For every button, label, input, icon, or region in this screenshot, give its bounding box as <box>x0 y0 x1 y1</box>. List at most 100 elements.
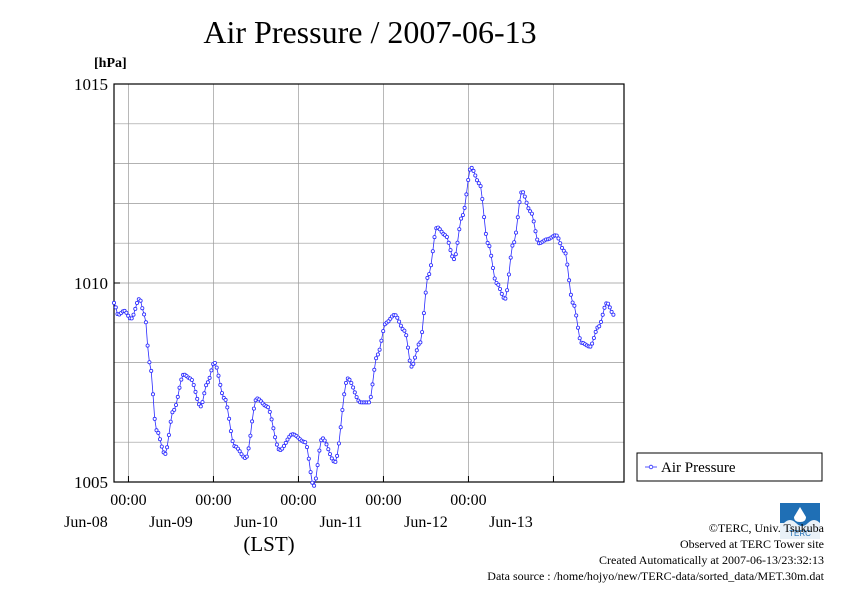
data-point <box>133 306 138 311</box>
data-point <box>405 345 410 350</box>
data-point <box>372 367 377 372</box>
data-point <box>423 290 428 295</box>
data-point <box>230 439 235 444</box>
data-point <box>588 344 593 349</box>
data-point <box>412 355 417 360</box>
data-point <box>577 336 582 341</box>
data-point <box>521 190 526 195</box>
x-tick-time-label: 00:00 <box>450 492 486 509</box>
data-point <box>526 206 531 211</box>
data-point <box>280 446 285 451</box>
legend-box <box>636 452 823 482</box>
data-point <box>179 377 184 382</box>
data-point <box>143 320 148 325</box>
data-point <box>607 305 612 310</box>
data-point <box>225 405 230 410</box>
data-point <box>310 480 315 485</box>
data-point <box>522 194 527 199</box>
x-tick-day-label: Jun-09 <box>149 514 193 531</box>
data-point <box>476 181 481 186</box>
data-point <box>487 244 492 249</box>
data-point <box>455 240 460 245</box>
data-point <box>485 240 490 245</box>
data-point <box>591 335 596 340</box>
data-point <box>333 459 338 464</box>
data-point <box>524 200 529 205</box>
data-point <box>342 392 347 397</box>
data-point <box>113 305 118 310</box>
x-tick-day-label: Jun-13 <box>489 514 533 531</box>
x-tick-time-label: 00:00 <box>195 492 231 509</box>
chart-title: Air Pressure / 2007-06-13 <box>203 14 537 50</box>
data-point <box>134 300 139 305</box>
data-point <box>572 303 577 308</box>
x-tick-day-label: Jun-08 <box>64 514 108 531</box>
data-point <box>354 395 359 400</box>
data-point <box>205 380 210 385</box>
data-point <box>149 368 154 373</box>
data-point <box>377 347 382 352</box>
x-tick-time-label: 00:00 <box>280 492 316 509</box>
data-point <box>324 442 329 447</box>
y-tick-label: 1015 <box>74 75 108 94</box>
data-point <box>173 402 178 407</box>
data-point <box>327 452 332 457</box>
data-point <box>274 442 279 447</box>
data-point <box>480 196 485 201</box>
data-point <box>474 178 479 183</box>
data-point <box>503 296 508 301</box>
data-point <box>609 309 614 314</box>
data-point <box>317 448 322 453</box>
data-point <box>175 394 180 399</box>
data-point <box>193 389 198 394</box>
legend-label: Air Pressure <box>661 460 736 476</box>
data-point <box>374 356 379 361</box>
data-point <box>554 233 559 238</box>
data-point <box>444 234 449 239</box>
data-point <box>152 416 157 421</box>
data-point <box>432 235 437 240</box>
data-point <box>273 435 278 440</box>
data-point <box>512 240 517 245</box>
data-point <box>590 341 595 346</box>
data-point <box>409 364 414 369</box>
data-point <box>510 243 515 248</box>
data-point <box>189 377 194 382</box>
data-point <box>558 241 563 246</box>
data-point <box>269 417 274 422</box>
data-point <box>462 205 467 210</box>
data-point <box>198 404 203 409</box>
data-point <box>561 248 566 253</box>
data-point <box>191 382 196 387</box>
data-point <box>517 200 522 205</box>
created-text: Created Automatically at 2007-06-13/23:3… <box>599 553 824 567</box>
data-point <box>397 319 402 324</box>
y-tick-label: 1010 <box>74 274 108 293</box>
data-point <box>420 330 425 335</box>
data-point <box>567 278 572 283</box>
data-point <box>375 352 380 357</box>
data-point <box>228 429 233 434</box>
data-point <box>168 419 173 424</box>
data-point <box>172 407 177 412</box>
x-axis-label: (LST) <box>243 532 294 556</box>
data-point <box>204 383 209 388</box>
data-point <box>166 432 171 437</box>
data-point <box>266 405 271 410</box>
x-tick-time-label: 00:00 <box>365 492 401 509</box>
y-axis-unit-label: [hPa] <box>94 56 127 71</box>
data-point <box>611 312 616 317</box>
data-point <box>315 463 320 468</box>
data-point <box>303 440 308 445</box>
data-point <box>209 368 214 373</box>
data-point <box>599 319 604 324</box>
data-point <box>453 252 458 257</box>
data-point <box>483 231 488 236</box>
data-point <box>112 300 117 305</box>
data-point <box>250 419 255 424</box>
data-point <box>200 400 205 405</box>
data-point <box>366 400 371 405</box>
data-point <box>267 409 272 414</box>
data-point <box>154 428 159 433</box>
